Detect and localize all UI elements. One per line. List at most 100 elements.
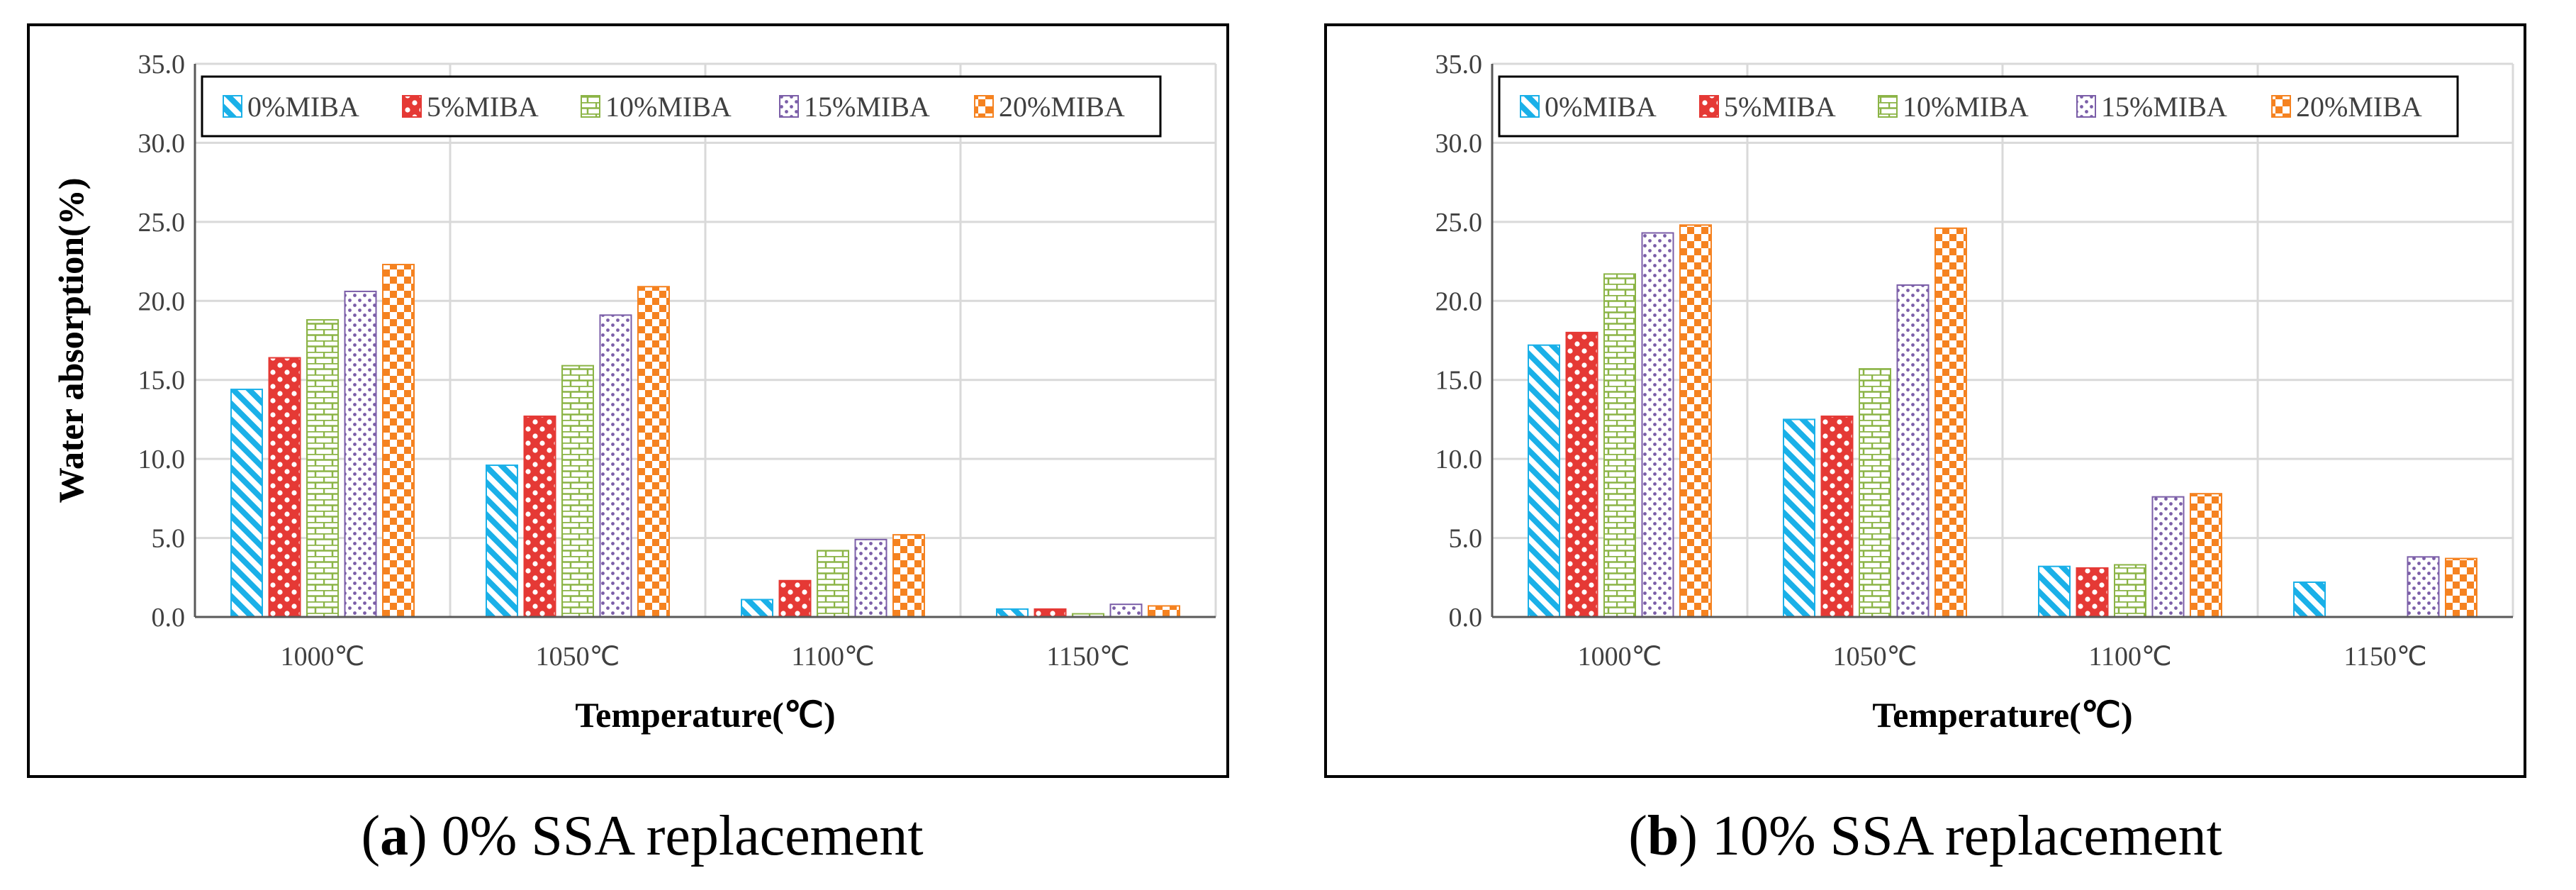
legend-swatch-2 bbox=[402, 95, 422, 118]
caption-paren-close: ) bbox=[1679, 805, 1698, 867]
bar-15pct-miba-4 bbox=[1109, 603, 1143, 618]
bar-20pct-miba-2 bbox=[637, 286, 670, 618]
x-axis-title: Temperature(℃) bbox=[1872, 695, 2132, 735]
y-tick-label: 15.0 bbox=[138, 366, 186, 396]
y-tick-label: 30.0 bbox=[138, 128, 186, 158]
legend-swatch-4 bbox=[779, 95, 799, 118]
legend-label-2: 5%MIBA bbox=[427, 91, 539, 123]
bar-0pct-miba-2 bbox=[1783, 418, 1815, 618]
bar-10pct-miba-3 bbox=[817, 550, 849, 618]
x-tick-label: 1050℃ bbox=[536, 642, 620, 672]
bar-0pct-miba-4 bbox=[2293, 581, 2326, 618]
y-tick-label: 20.0 bbox=[1435, 287, 1483, 316]
legend-box bbox=[1498, 75, 2459, 138]
bar-5pct-miba-1 bbox=[268, 357, 301, 618]
bar-15pct-miba-4 bbox=[2407, 556, 2440, 618]
x-tick-label: 1050℃ bbox=[1833, 642, 1917, 672]
legend: 0%MIBA 5%MIBA 10%MIBA 15%MIBA 20%MIBA bbox=[201, 75, 1162, 138]
x-tick-label: 1100℃ bbox=[2088, 642, 2171, 672]
bar-20pct-miba-4 bbox=[1148, 605, 1180, 618]
bar-0pct-miba-1 bbox=[230, 389, 263, 618]
caption-text: 10% SSA replacement bbox=[1698, 805, 2222, 867]
chart-frame bbox=[27, 23, 1229, 778]
y-tick-label: 0.0 bbox=[152, 603, 186, 633]
bar-20pct-miba-1 bbox=[1679, 224, 1712, 618]
caption-letter: b bbox=[1647, 805, 1679, 867]
legend-label-3: 10%MIBA bbox=[605, 91, 732, 123]
legend-label-3: 10%MIBA bbox=[1903, 91, 2029, 123]
bar-10pct-miba-3 bbox=[2114, 564, 2146, 618]
legend-label-5: 20%MIBA bbox=[999, 91, 1125, 123]
bar-5pct-miba-2 bbox=[523, 415, 556, 618]
bar-5pct-miba-3 bbox=[778, 579, 812, 618]
x-tick-label: 1150℃ bbox=[1046, 642, 1129, 672]
bar-0pct-miba-4 bbox=[996, 608, 1029, 618]
legend-swatch-5 bbox=[974, 95, 994, 118]
bar-20pct-miba-3 bbox=[2190, 493, 2222, 618]
bar-15pct-miba-2 bbox=[599, 314, 632, 618]
bar-5pct-miba-2 bbox=[1820, 415, 1854, 618]
legend-label-5: 20%MIBA bbox=[2296, 91, 2422, 123]
legend-swatch-2 bbox=[1699, 95, 1719, 118]
x-axis-title: Temperature(℃) bbox=[575, 695, 835, 735]
bar-10pct-miba-1 bbox=[306, 319, 339, 618]
bar-15pct-miba-3 bbox=[2151, 496, 2185, 618]
bar-0pct-miba-3 bbox=[741, 599, 773, 618]
bar-10pct-miba-1 bbox=[1603, 273, 1636, 618]
y-tick-label: 20.0 bbox=[138, 287, 186, 316]
panels-root: 0.0 5.0 10.0 15.0 20.0 25.0 30.0 35.0 1000℃ 1050℃… bbox=[27, 23, 2526, 867]
y-tick-label: 5.0 bbox=[1449, 524, 1483, 554]
x-tick-label: 1100℃ bbox=[791, 642, 874, 672]
legend-label-1: 0%MIBA bbox=[247, 91, 359, 123]
y-tick-label: 25.0 bbox=[138, 208, 186, 238]
bar-5pct-miba-3 bbox=[2076, 567, 2109, 618]
bar-0pct-miba-1 bbox=[1528, 344, 1560, 618]
chart-panel-b: 0.0 5.0 10.0 15.0 20.0 25.0 30.0 35.0 1000℃ 1050℃… bbox=[51, 23, 2526, 867]
caption-paren-open: ( bbox=[361, 805, 380, 867]
bar-10pct-miba-2 bbox=[1859, 368, 1891, 618]
caption-paren-open: ( bbox=[1628, 805, 1647, 867]
caption-text: 0% SSA replacement bbox=[427, 805, 924, 867]
y-tick-label: 10.0 bbox=[1435, 445, 1483, 474]
y-tick-label: 10.0 bbox=[138, 445, 186, 474]
y-axis-title: Water absorption(%) bbox=[51, 178, 91, 504]
y-tick-label: 0.0 bbox=[1449, 603, 1483, 633]
panel-caption: (a) 0% SSA replacement bbox=[361, 805, 923, 867]
bars-group bbox=[1528, 224, 2477, 618]
x-tick-label: 1150℃ bbox=[2343, 642, 2426, 672]
bar-20pct-miba-4 bbox=[2445, 557, 2477, 618]
y-axis-title: Water absorption(%) bbox=[51, 178, 91, 504]
y-tick-label: 30.0 bbox=[1435, 128, 1483, 158]
legend: 0%MIBA 5%MIBA 10%MIBA 15%MIBA 20%MIBA bbox=[1498, 75, 2459, 138]
bar-15pct-miba-3 bbox=[854, 538, 887, 618]
bars-group bbox=[230, 264, 1180, 618]
bar-20pct-miba-3 bbox=[892, 534, 925, 618]
legend-label-4: 15%MIBA bbox=[804, 91, 930, 123]
legend-swatch-3 bbox=[1878, 95, 1898, 118]
chart-frame bbox=[1324, 23, 2526, 778]
y-tick-label: 35.0 bbox=[138, 50, 186, 79]
x-tick-label: 1000℃ bbox=[1578, 642, 1662, 672]
bar-0pct-miba-2 bbox=[486, 465, 518, 618]
legend-swatch-1 bbox=[1520, 95, 1540, 118]
legend-swatch-5 bbox=[2271, 95, 2291, 118]
panel-caption: (b) 10% SSA replacement bbox=[1628, 805, 2222, 867]
bar-10pct-miba-2 bbox=[561, 365, 594, 618]
legend-label-2: 5%MIBA bbox=[1724, 91, 1836, 123]
bar-0pct-miba-3 bbox=[2038, 565, 2071, 618]
bar-15pct-miba-2 bbox=[1896, 284, 1930, 618]
bar-5pct-miba-1 bbox=[1565, 331, 1598, 618]
y-tick-label: 35.0 bbox=[1435, 50, 1483, 79]
caption-paren-close: ) bbox=[408, 805, 427, 867]
legend-box bbox=[201, 75, 1162, 138]
x-tick-label: 1000℃ bbox=[281, 642, 365, 672]
y-tick-label: 5.0 bbox=[152, 524, 186, 554]
bar-15pct-miba-1 bbox=[344, 290, 377, 618]
bar-20pct-miba-2 bbox=[1934, 227, 1967, 618]
bar-15pct-miba-1 bbox=[1641, 232, 1674, 618]
y-tick-label: 15.0 bbox=[1435, 366, 1483, 396]
chart-panel-a: 0.0 5.0 10.0 15.0 20.0 25.0 30.0 35.0 1000℃ 1050℃… bbox=[27, 23, 1229, 867]
legend-swatch-1 bbox=[223, 95, 242, 118]
legend-label-4: 15%MIBA bbox=[2101, 91, 2227, 123]
